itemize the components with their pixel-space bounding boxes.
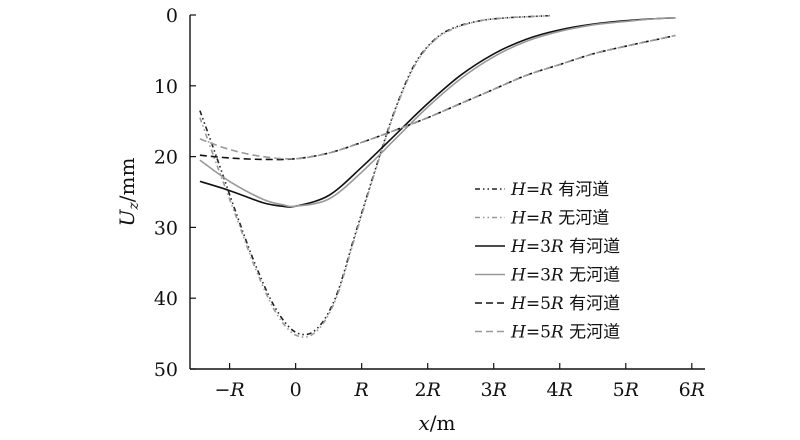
legend: H=R 有河道 H=R 无河道 H=3R 有河道 H=3R 无河道 H=5R 有河道 H=… bbox=[475, 180, 620, 343]
series-line-2 bbox=[199, 14, 550, 338]
y-tick-label: 40 bbox=[154, 288, 178, 310]
x-tick-label: 6R bbox=[679, 379, 705, 401]
series-line-3 bbox=[199, 17, 676, 208]
y-ticks: 0 10 20 30 40 50 bbox=[154, 5, 196, 381]
x-ticks: −R 0 R 2R 3R 4R 5R 6R bbox=[214, 363, 705, 401]
legend-label: H=5R 无河道 bbox=[510, 323, 620, 343]
series-line-1 bbox=[199, 14, 550, 336]
x-tick-label: 4R bbox=[547, 379, 573, 401]
legend-label: H=3R 无河道 bbox=[510, 266, 620, 286]
x-tick-label: 5R bbox=[613, 379, 639, 401]
y-tick-label: 10 bbox=[154, 76, 178, 98]
axes bbox=[189, 15, 705, 370]
x-tick-label: 2R bbox=[414, 379, 440, 401]
y-tick-label: 0 bbox=[166, 5, 178, 27]
x-tick-label: 3R bbox=[481, 379, 507, 401]
series-line-6 bbox=[199, 34, 676, 160]
legend-label: H=R 无河道 bbox=[510, 209, 609, 229]
y-tick-label: 20 bbox=[154, 147, 178, 169]
x-tick-label: −R bbox=[214, 379, 244, 401]
legend-label: H=3R 有河道 bbox=[510, 237, 620, 257]
x-tick-label: R bbox=[354, 379, 369, 401]
y-tick-label: 50 bbox=[154, 359, 178, 381]
y-tick-label: 30 bbox=[154, 217, 178, 239]
x-tick-label: 0 bbox=[290, 379, 302, 401]
y-axis-label: Uz/mm bbox=[115, 158, 142, 227]
legend-label: H=R 有河道 bbox=[510, 180, 609, 200]
series-line-5 bbox=[199, 34, 676, 161]
x-axis-label: x/m bbox=[419, 411, 456, 435]
series-line-4 bbox=[199, 17, 676, 208]
legend-label: H=5R 有河道 bbox=[510, 294, 620, 314]
series-lines bbox=[199, 14, 676, 338]
